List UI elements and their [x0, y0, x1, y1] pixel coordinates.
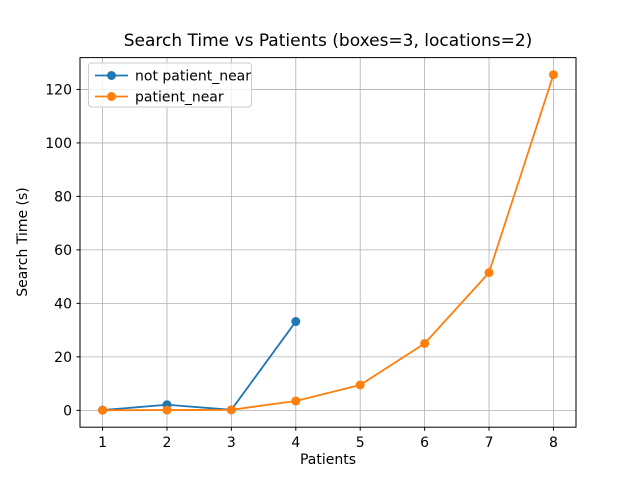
legend-marker-icon — [107, 92, 116, 101]
data-point-marker — [98, 405, 108, 415]
x-tick-label: 8 — [549, 435, 558, 451]
series-line — [101, 320, 297, 411]
x-tick-label: 7 — [485, 435, 494, 451]
y-tick-label: 20 — [54, 350, 72, 366]
legend-box — [88, 62, 252, 108]
chart-title: Search Time vs Patients (boxes=3, locati… — [124, 31, 533, 51]
legend: not patient_near patient_near — [88, 62, 252, 108]
x-tick-label: 4 — [291, 435, 300, 451]
x-tick-label: 3 — [227, 435, 236, 451]
y-tick-label: 0 — [63, 403, 72, 419]
data-point-marker — [484, 268, 494, 278]
series-line — [101, 73, 555, 412]
x-axis-label: Patients — [300, 452, 356, 468]
y-tick-label: 80 — [54, 189, 72, 205]
legend-item-patient-near: patient_near — [95, 90, 224, 106]
data-point-marker — [548, 70, 558, 80]
data-point-marker — [226, 405, 236, 415]
x-tick-label: 2 — [163, 435, 172, 451]
legend-item-not-patient-near: not patient_near — [95, 69, 251, 85]
y-tick-label: 60 — [54, 243, 72, 259]
legend-label: not patient_near — [135, 69, 251, 85]
series-layer — [98, 70, 558, 415]
y-tick-label: 40 — [54, 296, 72, 312]
x-tick-label: 6 — [420, 435, 429, 451]
data-point-marker — [291, 396, 301, 406]
y-tick-label: 100 — [45, 136, 72, 152]
y-tick-label: 120 — [45, 82, 72, 98]
gridlines — [80, 57, 576, 428]
data-point-marker — [355, 380, 365, 390]
x-tick-label: 5 — [356, 435, 365, 451]
legend-marker-icon — [107, 71, 116, 80]
plot-border — [79, 57, 577, 428]
x-tick-label: 1 — [98, 435, 107, 451]
data-point-marker — [162, 405, 172, 415]
y-axis-label: Search Time (s) — [15, 187, 31, 296]
data-point-marker — [420, 338, 430, 348]
data-point-marker — [291, 317, 301, 327]
legend-label: patient_near — [135, 90, 224, 106]
